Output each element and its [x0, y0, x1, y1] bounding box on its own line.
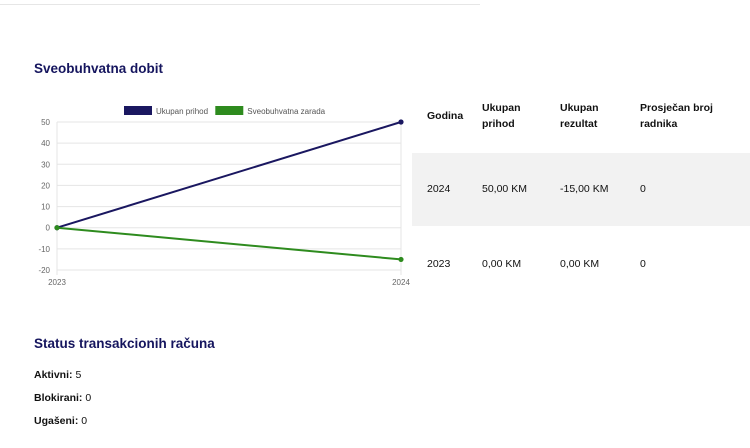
table-header-cell: Ukupan rezultat — [560, 102, 599, 130]
chart-svg: 50 40 30 20 10 0 -10 -20 2023 2024 Ukupan prihod Sv… — [38, 106, 410, 287]
table-cell: 0 — [640, 258, 646, 270]
y-tick-label: 30 — [41, 160, 50, 169]
table-cell: -15,00 KM — [560, 183, 609, 195]
y-tick-label: -10 — [38, 245, 50, 254]
table-cell: 0,00 KM — [482, 258, 522, 270]
x-tick-label: 2024 — [392, 278, 410, 287]
y-tick-label: 0 — [46, 224, 51, 233]
status-label: Ugašeni: — [34, 415, 79, 427]
status-label: Blokirani: — [34, 392, 83, 404]
table-cell: 2024 — [427, 183, 451, 195]
table-row: 2023 0,00 KM 0,00 KM 0 — [412, 226, 750, 302]
table-cell: 50,00 KM — [482, 183, 527, 195]
series-line — [56, 226, 402, 261]
y-tick-label: -20 — [38, 266, 50, 275]
y-tick-label: 50 — [41, 118, 50, 127]
data-point — [398, 256, 404, 263]
y-tick-label: 40 — [41, 139, 50, 148]
table-cell: 0 — [640, 183, 646, 195]
y-tick-label: 20 — [41, 181, 50, 190]
table-cell: 2023 — [427, 258, 451, 270]
legend-label: Ukupan prihod — [156, 107, 208, 116]
legend-swatch — [215, 106, 244, 115]
status-label: Aktivni: — [34, 369, 73, 381]
table-cell: 0,00 KM — [560, 258, 600, 270]
legend-label: Sveobuhvatna zarada — [247, 107, 325, 116]
status-value: 0 — [85, 392, 92, 404]
status-value: 0 — [81, 415, 88, 427]
legend-swatch — [124, 106, 152, 115]
x-tick-label: 2023 — [48, 278, 66, 287]
table-header-cell: Ukupan prihod — [482, 102, 521, 130]
data-point — [54, 225, 60, 231]
data-point — [398, 119, 404, 125]
status-item-ugaseni: Ugašeni: 0 — [34, 415, 87, 427]
status-value: 5 — [75, 369, 82, 381]
top-divider — [0, 4, 480, 5]
table-row: 2024 50,00 KM -15,00 KM 0 — [412, 153, 750, 226]
series-line — [56, 121, 402, 229]
table-header-row: Godina Ukupan prihod Ukupan rezultat Pro… — [412, 96, 750, 152]
table-header-cell: Prosječan broj radnika — [640, 102, 713, 130]
y-tick-label: 10 — [41, 203, 50, 212]
table-header-cell: Godina — [427, 110, 464, 122]
line-chart: 50 40 30 20 10 0 -10 -20 2023 2024 Ukupan prihod Sv… — [28, 100, 414, 292]
section-title-status-racuna: Status transakcionih računa — [34, 336, 215, 351]
status-item-blokirani: Blokirani: 0 — [34, 392, 91, 404]
status-item-aktivni: Aktivni: 5 — [34, 369, 81, 381]
section-title-sveobuhvatna-dobit: Sveobuhvatna dobit — [34, 61, 164, 76]
